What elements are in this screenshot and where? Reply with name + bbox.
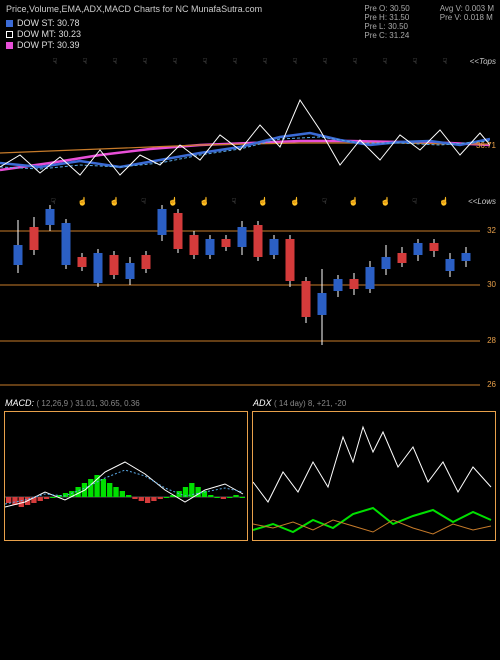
price-axis-label: 26 xyxy=(487,380,496,389)
stats-block: Pre O: 30.50Pre H: 31.50Pre L: 30.50Pre … xyxy=(364,4,494,51)
hand-icon: ☟ xyxy=(443,57,448,66)
hand-icon: ☟ xyxy=(203,57,208,66)
hand-icon: ☟ xyxy=(232,197,237,206)
stat-item: Pre H: 31.50 xyxy=(364,13,409,22)
hand-icon: ☝ xyxy=(168,197,178,206)
stat-item: Pre C: 31.24 xyxy=(364,31,409,40)
macd-panel: MACD: ( 12,26,9 ) 31.01, 30.65, 0.36 xyxy=(4,411,248,541)
marker-row-candle: ☟ ☝ ☝ ☟ ☝ ☝ ☟ ☝ ☝ ☟ ☝ ☝ ☟ ☝ xyxy=(40,197,460,206)
hand-icon: ☟ xyxy=(173,57,178,66)
hand-icon: ☟ xyxy=(143,57,148,66)
hand-icon: ☟ xyxy=(51,197,56,206)
hand-icon: ☝ xyxy=(349,197,359,206)
hand-icon: ☝ xyxy=(109,197,119,206)
legend-item: DOW MT: 30.23 xyxy=(6,29,344,39)
tops-label: <<Tops xyxy=(470,57,496,66)
hand-icon: ☟ xyxy=(233,57,238,66)
adx-panel: ADX ( 14 day) 8, +21, -20 xyxy=(252,411,496,541)
stat-item: Pre V: 0.018 M xyxy=(440,13,494,22)
legend: DOW ST: 30.78DOW MT: 30.23DOW PT: 30.39 xyxy=(6,18,344,50)
price-axis-label: 32 xyxy=(487,226,496,235)
hand-icon: ☟ xyxy=(413,57,418,66)
legend-item: DOW ST: 30.78 xyxy=(6,18,344,28)
marker-row-ema: ☟ ☟ ☟ ☟ ☟ ☟ ☟ ☟ ☟ ☟ ☟ ☟ ☟ ☟ xyxy=(40,57,460,66)
hand-icon: ☟ xyxy=(383,57,388,66)
hand-icon: ☟ xyxy=(353,57,358,66)
hand-icon: ☟ xyxy=(83,57,88,66)
stat-item: Pre L: 30.50 xyxy=(364,22,409,31)
bottom-panels: MACD: ( 12,26,9 ) 31.01, 30.65, 0.36 ADX… xyxy=(0,409,500,543)
hand-icon: ☟ xyxy=(113,57,118,66)
hand-icon: ☟ xyxy=(293,57,298,66)
macd-title: MACD: xyxy=(5,398,34,408)
macd-subtitle: ( 12,26,9 ) 31.01, 30.65, 0.36 xyxy=(37,399,140,408)
lows-label: <<Lows xyxy=(468,197,496,206)
hand-icon: ☝ xyxy=(380,197,390,206)
ema-panel: <<Tops ☟ ☟ ☟ ☟ ☟ ☟ ☟ ☟ ☟ ☟ ☟ ☟ ☟ ☟ 36.71 xyxy=(0,55,500,195)
hand-icon: ☝ xyxy=(78,197,88,206)
adx-subtitle: ( 14 day) 8, +21, -20 xyxy=(274,399,346,408)
hand-icon: ☝ xyxy=(200,197,210,206)
chart-title: Price,Volume,EMA,ADX,MACD Charts for NC … xyxy=(6,4,344,14)
candle-panel: <<Lows ☟ ☝ ☝ ☟ ☝ ☝ ☟ ☝ ☝ ☟ ☝ ☝ ☟ ☝ 32 30 28 26 xyxy=(0,195,500,395)
hand-icon: ☟ xyxy=(322,197,327,206)
header: Price,Volume,EMA,ADX,MACD Charts for NC … xyxy=(0,0,500,55)
ema-y-label: 36.71 xyxy=(476,141,496,150)
hand-icon: ☝ xyxy=(439,197,449,206)
legend-item: DOW PT: 30.39 xyxy=(6,40,344,50)
hand-icon: ☟ xyxy=(412,197,417,206)
stat-item: Pre O: 30.50 xyxy=(364,4,409,13)
hand-icon: ☝ xyxy=(290,197,300,206)
hand-icon: ☟ xyxy=(263,57,268,66)
hand-icon: ☟ xyxy=(53,57,58,66)
stat-item: Avg V: 0.003 M xyxy=(440,4,494,13)
adx-title: ADX xyxy=(253,398,272,408)
price-axis-label: 28 xyxy=(487,336,496,345)
hand-icon: ☟ xyxy=(323,57,328,66)
hand-icon: ☟ xyxy=(141,197,146,206)
price-axis-label: 30 xyxy=(487,280,496,289)
hand-icon: ☝ xyxy=(258,197,268,206)
